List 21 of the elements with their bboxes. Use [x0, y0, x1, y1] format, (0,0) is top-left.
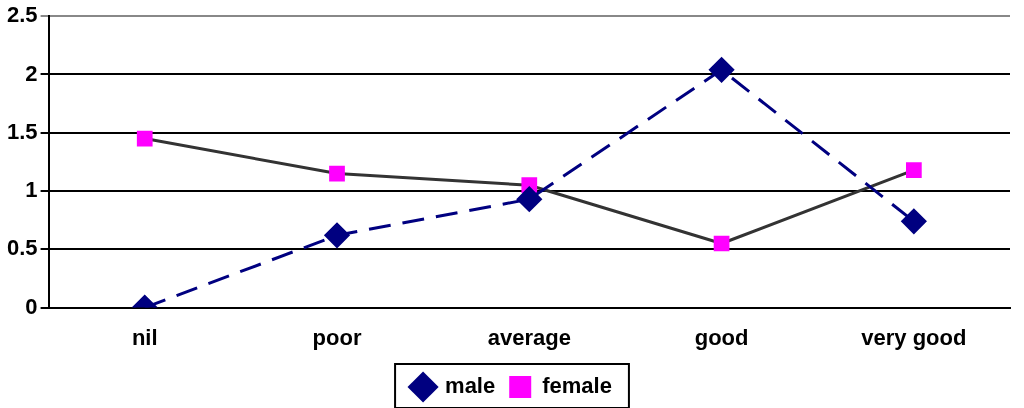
- y-tick-label: 2: [25, 60, 38, 86]
- point: [516, 186, 542, 212]
- point: [329, 165, 345, 182]
- y-tick-label: 2.5: [6, 2, 38, 28]
- x-tick-label: poor: [312, 324, 362, 350]
- x-tick-label: good: [694, 324, 749, 350]
- point: [905, 162, 922, 178]
- legend-label: female: [542, 373, 612, 399]
- point: [709, 57, 735, 83]
- x-tick-label: very good: [861, 324, 967, 350]
- y-tick-label: 0: [25, 293, 38, 319]
- point: [324, 222, 350, 248]
- x-tick-label: average: [487, 324, 571, 350]
- point: [136, 130, 153, 147]
- y-tick-label: 0.5: [6, 235, 38, 261]
- x-tick-label: nil: [131, 324, 158, 350]
- point: [713, 235, 730, 252]
- y-tick-label: 1.5: [6, 118, 38, 144]
- y-tick-label: 1: [25, 177, 38, 203]
- point: [901, 208, 927, 234]
- legend-label: male: [445, 373, 496, 399]
